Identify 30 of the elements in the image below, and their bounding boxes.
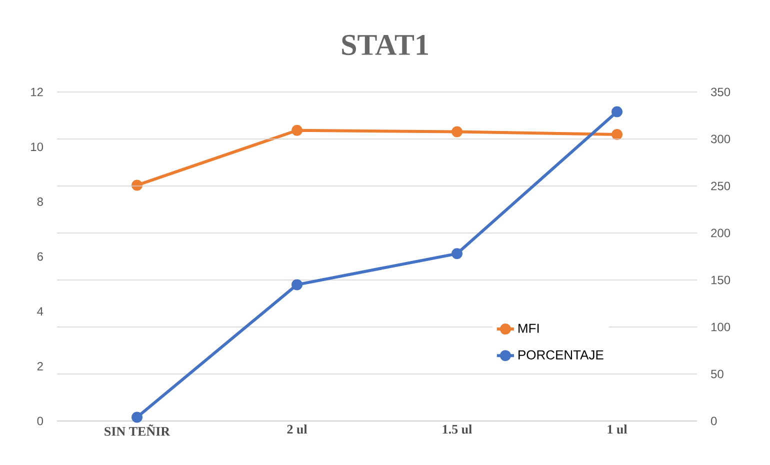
point: [612, 106, 622, 118]
y-tick-label: 6: [37, 252, 43, 261]
point: [132, 412, 143, 423]
y-tick-label: 4: [37, 307, 44, 316]
y-tick-label: 2: [37, 362, 43, 370]
chart-title: STAT1: [342, 34, 428, 56]
x-tick-label: 1.5 ul: [442, 424, 472, 434]
x-tick-label: 2 ul: [287, 424, 308, 434]
point: [452, 126, 463, 138]
y2-tick-label: 350: [710, 88, 730, 96]
y2-tick-label: 150: [711, 276, 730, 284]
y2-tick-label: 250: [711, 182, 730, 190]
y-tick-label: 8: [37, 197, 43, 206]
point: [612, 128, 622, 140]
y2-tick-label: 300: [710, 134, 730, 144]
legend-label: PORCENTAJE: [518, 350, 604, 360]
y-tick-label: 10: [31, 142, 44, 152]
y2-tick-label: 200: [711, 228, 730, 238]
point: [292, 124, 303, 136]
point: [132, 180, 143, 191]
y2-tick-label: 0: [711, 416, 717, 426]
x-tick-label: SIN TEÑIR: [104, 424, 170, 436]
y-tick-label: 0: [37, 416, 44, 426]
y2-tick-label: 100: [711, 322, 730, 332]
legend-label: MFI: [518, 324, 539, 333]
y-tick-label: 12: [31, 88, 43, 96]
point: [292, 279, 303, 290]
point: [452, 248, 463, 260]
y2-tick-label: 50: [711, 370, 724, 378]
x-tick-label: 1 ul: [608, 424, 628, 434]
